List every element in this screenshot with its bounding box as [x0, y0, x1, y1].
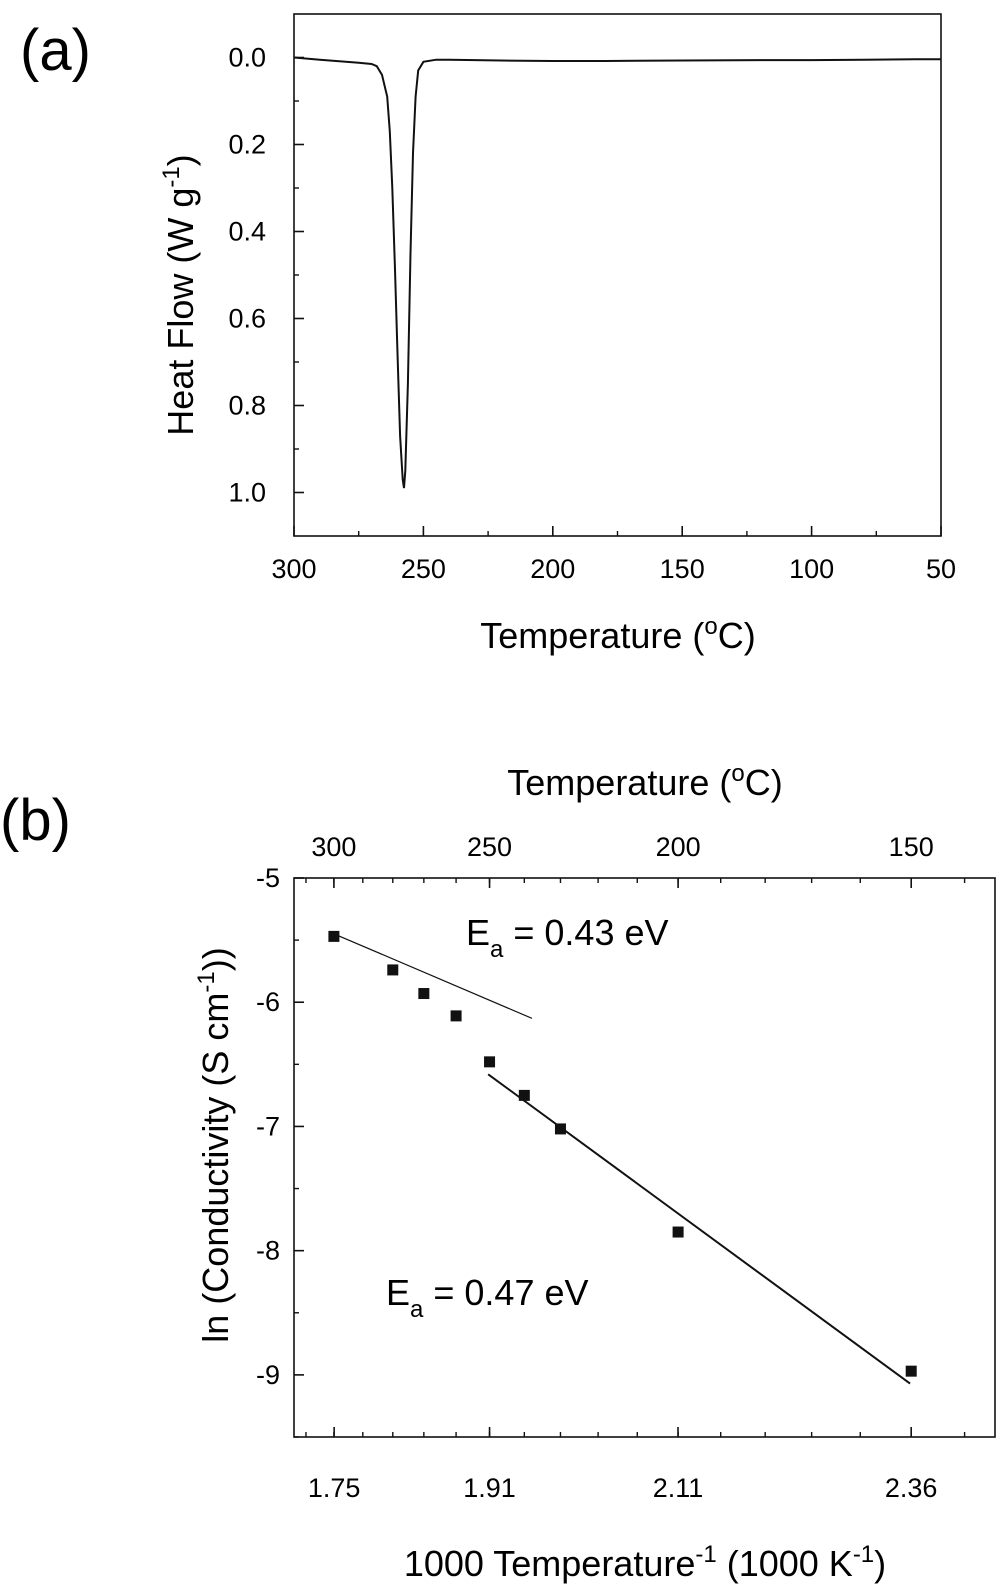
x-axis-title-b: 1000 Temperature-1 (1000 K-1): [404, 1541, 886, 1584]
y-tick-label-b: -9: [256, 1360, 280, 1390]
x-tick-label-a: 200: [530, 554, 575, 584]
x-tick-label-b: 2.36: [885, 1473, 938, 1503]
x-tick-label-b: 1.75: [308, 1473, 361, 1503]
y-axis-title-b: ln (Conductivity (S cm-1)): [193, 947, 236, 1342]
panel-b-label: (b): [0, 788, 71, 853]
y-tick-label-a: 0.0: [228, 43, 266, 73]
data-point: [484, 1056, 496, 1068]
activation-energy-label-2: Ea = 0.47 eV: [386, 1272, 589, 1323]
x-tick-label-b: 1.91: [463, 1473, 516, 1503]
panel-a-label: (a): [20, 18, 91, 83]
y-tick-label-b: -5: [256, 863, 280, 893]
data-point: [328, 930, 340, 942]
x-tick-label-a: 300: [271, 554, 316, 584]
top-axis-title-b: Temperature (oC): [507, 760, 782, 803]
fit-line-1: [333, 933, 533, 1019]
fit-line-2: [487, 1073, 911, 1385]
data-point: [450, 1010, 462, 1022]
panel-a-heat-flow: (a) 0.0 0.2 0.4 0.6 0.8 1.0 300 250 200 150 100 50…: [20, 13, 956, 656]
activation-energy-label-1: Ea = 0.43 eV: [466, 912, 669, 963]
y-tick-label-b: -7: [256, 1111, 280, 1141]
data-point: [387, 964, 399, 976]
plot-frame-b: [293, 877, 996, 1438]
y-tick-label-a: 1.0: [228, 478, 266, 508]
top-tick-label-b: 150: [889, 832, 934, 862]
y-tick-label-b: -6: [256, 987, 280, 1017]
x-tick-label-a: 50: [926, 554, 956, 584]
plot-frame-a: [293, 13, 942, 537]
y-axis-title-a: Heat Flow (W g-1): [158, 154, 201, 435]
y-tick-label-a: 0.2: [228, 130, 266, 160]
data-point: [418, 988, 430, 1000]
x-axis-title-a: Temperature (oC): [480, 613, 755, 656]
top-tick-label-b: 250: [467, 832, 512, 862]
x-tick-label-b: 2.11: [653, 1473, 704, 1503]
data-point: [672, 1226, 684, 1238]
y-tick-label-b: -8: [256, 1236, 280, 1266]
y-tick-label-a: 0.6: [228, 304, 266, 334]
x-tick-label-a: 250: [401, 554, 446, 584]
panel-b-conductivity: (b) Temperature (oC) 300 250 200 150 -5 -6 -7…: [0, 760, 996, 1584]
y-tick-label-a: 0.4: [228, 217, 266, 247]
heat-flow-curve: [293, 56, 941, 489]
y-tick-label-a: 0.8: [228, 391, 266, 421]
top-tick-label-b: 300: [311, 832, 356, 862]
top-tick-label-b: 200: [656, 832, 701, 862]
data-point: [518, 1089, 530, 1101]
x-tick-label-a: 150: [660, 554, 705, 584]
x-tick-label-a: 100: [789, 554, 834, 584]
data-point: [554, 1123, 566, 1135]
data-point: [905, 1365, 917, 1377]
